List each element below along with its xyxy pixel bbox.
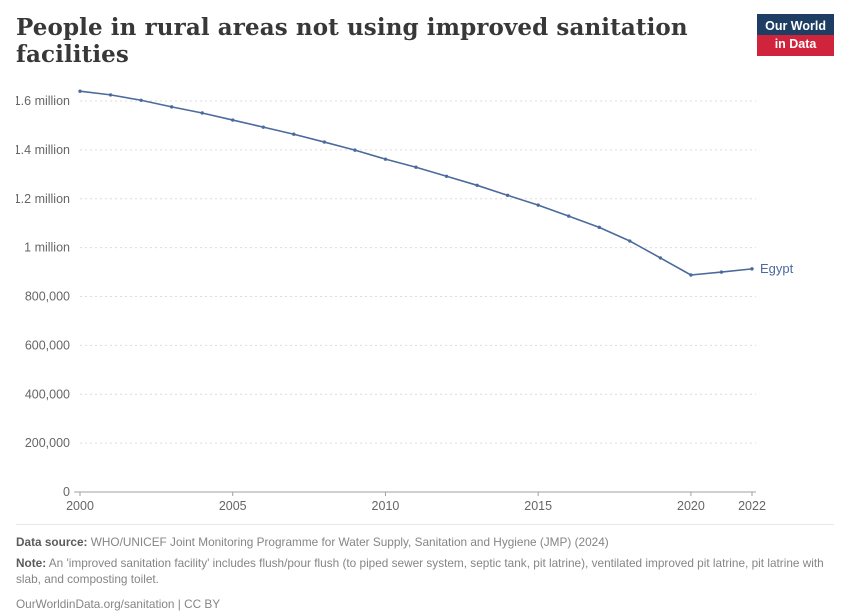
note-label: Note:	[16, 555, 47, 570]
x-tick-label: 2015	[524, 499, 552, 513]
owid-logo-line1: Our World	[765, 19, 826, 33]
data-point	[231, 118, 235, 122]
data-point	[200, 111, 204, 115]
data-point	[536, 203, 540, 207]
series-label: Egypt	[760, 261, 794, 276]
y-tick-label: 1.4 million	[16, 143, 70, 157]
x-tick-label: 2010	[372, 499, 400, 513]
x-tick-label: 2000	[66, 499, 94, 513]
chart-footer: Data source: WHO/UNICEF Joint Monitoring…	[16, 524, 834, 612]
data-point	[261, 125, 265, 129]
data-point	[475, 183, 479, 188]
data-point	[689, 273, 693, 277]
source-text: WHO/UNICEF Joint Monitoring Programme fo…	[87, 535, 609, 549]
source-label: Data source:	[16, 535, 88, 549]
data-point	[414, 165, 418, 169]
data-point	[505, 193, 510, 198]
footer-link[interactable]: OurWorldinData.org/sanitation	[16, 596, 175, 611]
x-tick-label: 2020	[677, 499, 705, 513]
y-tick-label: 1.6 million	[16, 94, 70, 108]
data-point	[139, 98, 143, 102]
data-point	[292, 132, 296, 136]
chart-canvas: 0 200,000 400,000 600,000 800,000 1 million 1.…	[16, 89, 794, 513]
y-tick-label: 200,000	[25, 436, 70, 450]
data-source-line: Data source: WHO/UNICEF Joint Monitoring…	[16, 534, 834, 551]
data-point	[628, 239, 632, 243]
y-tick-label: 400,000	[25, 387, 70, 401]
owid-logo: Our World in Data	[757, 14, 834, 56]
y-tick-label: 800,000	[25, 290, 70, 304]
y-tick-label: 0	[63, 485, 70, 499]
note-line: Note: An 'improved sanitation facility' …	[16, 555, 834, 588]
note-text: An 'improved sanitation facility' includ…	[16, 555, 824, 587]
page-title: People in rural areas not using improved…	[16, 14, 688, 68]
y-tick-label: 1.2 million	[16, 192, 70, 206]
data-point	[750, 267, 754, 271]
data-point	[597, 225, 601, 230]
data-point	[444, 174, 449, 178]
owid-logo-line2: in Data	[757, 35, 834, 56]
data-point	[78, 89, 82, 93]
data-point	[567, 214, 571, 218]
data-point	[658, 256, 663, 260]
chart-header: People in rural areas not using improved…	[16, 0, 834, 68]
y-tick-label: 1 million	[24, 241, 70, 255]
data-point	[353, 148, 357, 152]
data-point	[322, 140, 327, 144]
x-tick-label: 2005	[219, 499, 247, 513]
license-text: | CC BY	[174, 596, 221, 611]
data-point	[108, 93, 113, 97]
license-line: OurWorldinData.org/sanitation | CC BY	[16, 596, 834, 612]
x-tick-label: 2022	[738, 499, 766, 513]
line-chart: 0 200,000 400,000 600,000 800,000 1 million 1.…	[16, 72, 834, 520]
data-point	[383, 157, 388, 161]
data-point	[719, 270, 724, 274]
y-tick-label: 600,000	[25, 338, 70, 352]
data-point	[169, 105, 174, 109]
